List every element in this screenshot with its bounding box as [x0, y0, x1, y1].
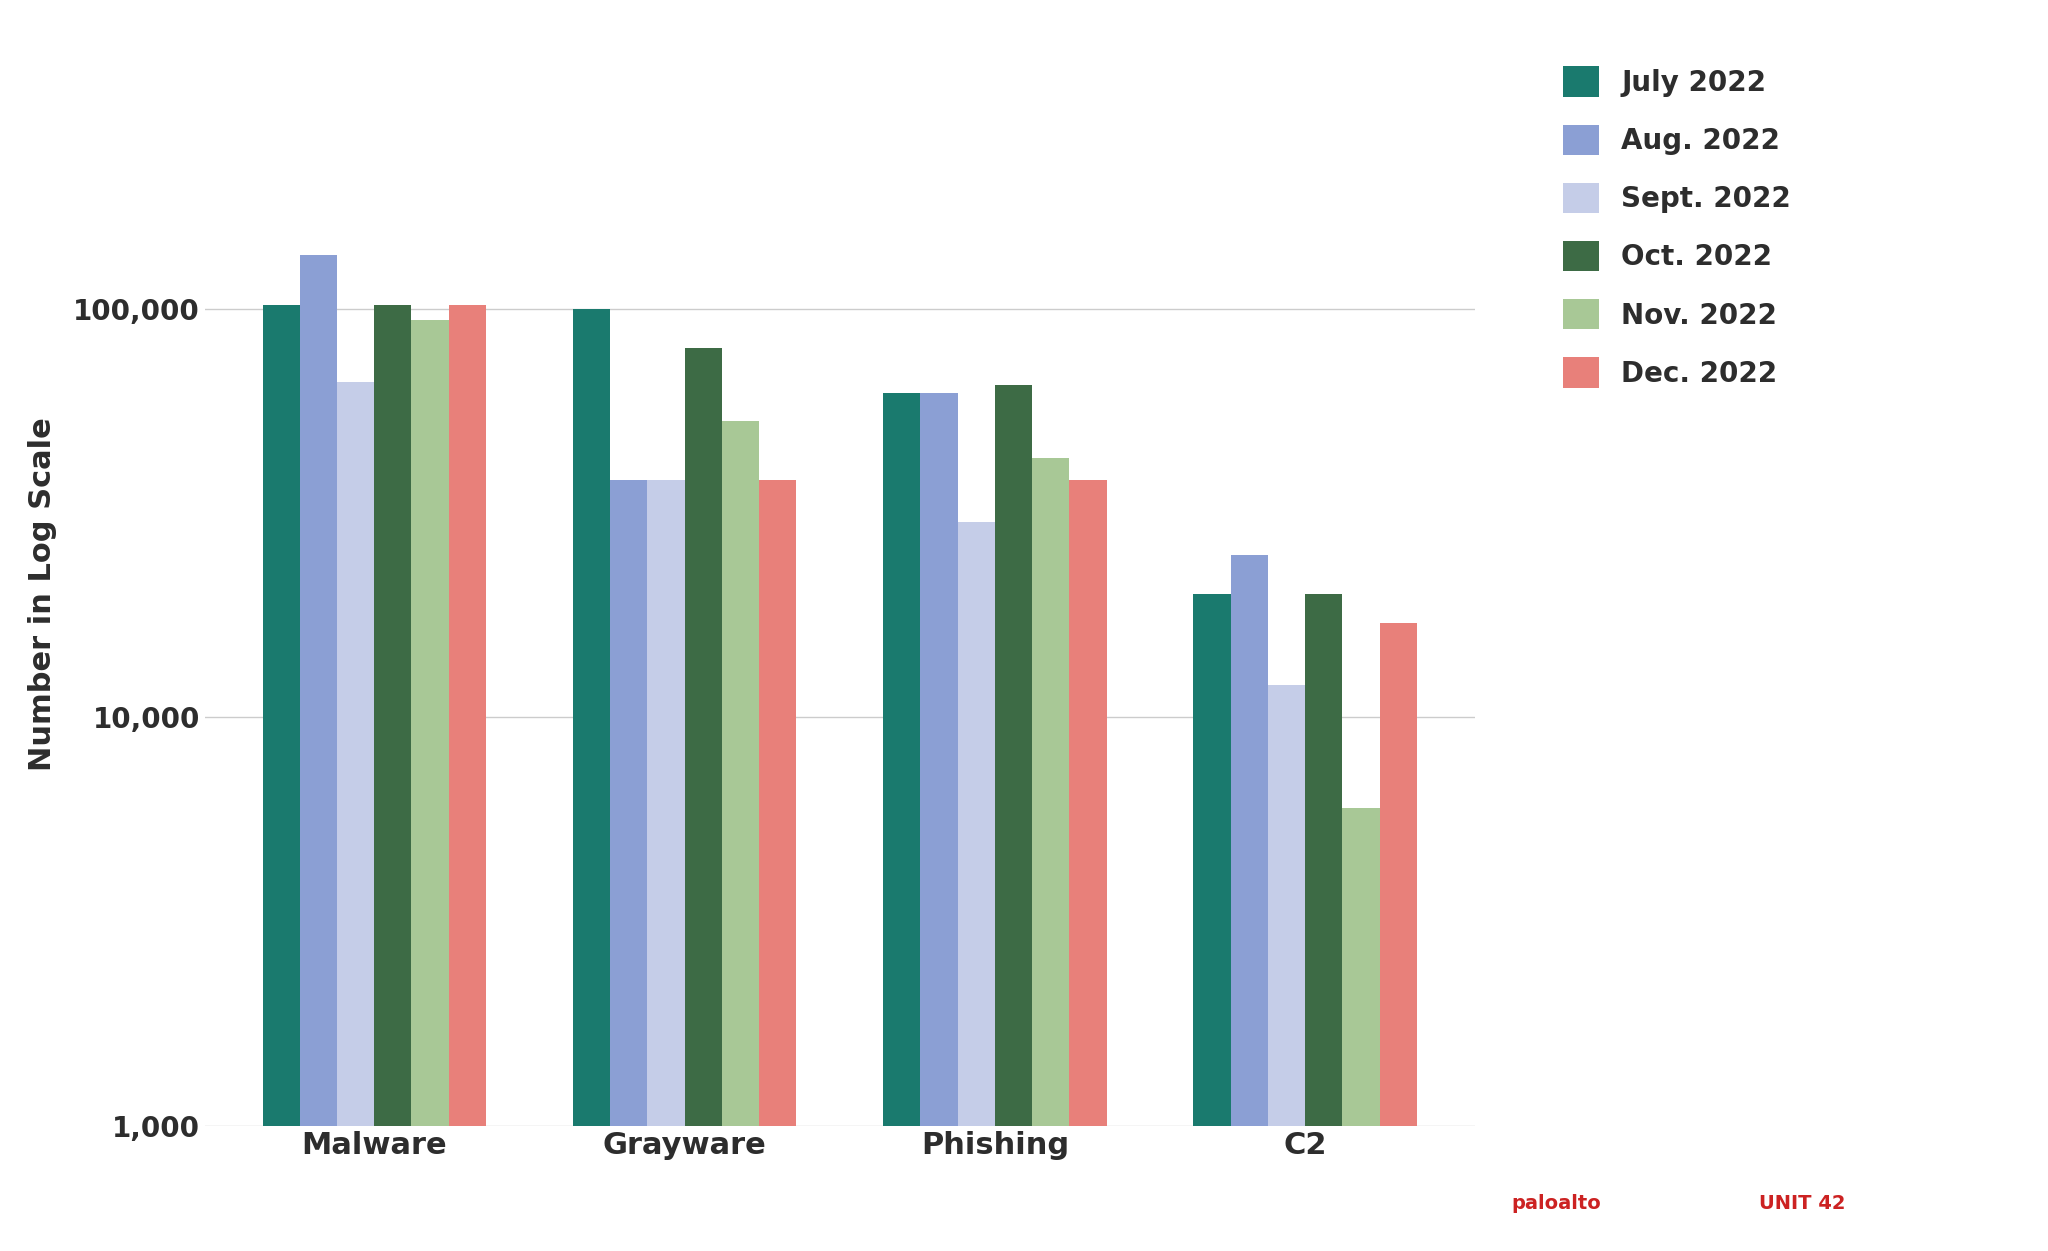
Text: paloalto: paloalto: [1511, 1195, 1602, 1213]
Bar: [449, 305, 485, 1251]
Bar: [883, 393, 920, 1251]
Bar: [1305, 594, 1341, 1251]
Bar: [338, 383, 375, 1251]
Bar: [299, 255, 338, 1251]
Bar: [721, 422, 760, 1251]
Bar: [412, 319, 449, 1251]
Bar: [1069, 480, 1106, 1251]
Bar: [1194, 594, 1231, 1251]
Bar: [262, 305, 299, 1251]
Bar: [1032, 458, 1069, 1251]
Text: UNIT 42: UNIT 42: [1759, 1195, 1845, 1213]
Bar: [684, 348, 721, 1251]
Bar: [647, 480, 684, 1251]
Bar: [920, 393, 958, 1251]
Bar: [1231, 554, 1268, 1251]
Y-axis label: Number in Log Scale: Number in Log Scale: [27, 418, 57, 771]
Bar: [958, 522, 995, 1251]
Bar: [1380, 623, 1417, 1251]
Legend: July 2022, Aug. 2022, Sept. 2022, Oct. 2022, Nov. 2022, Dec. 2022: July 2022, Aug. 2022, Sept. 2022, Oct. 2…: [1552, 55, 1802, 399]
Bar: [573, 309, 610, 1251]
Bar: [1268, 684, 1305, 1251]
Bar: [760, 480, 797, 1251]
Bar: [610, 480, 647, 1251]
Bar: [375, 305, 412, 1251]
Bar: [1341, 808, 1380, 1251]
Bar: [995, 385, 1032, 1251]
